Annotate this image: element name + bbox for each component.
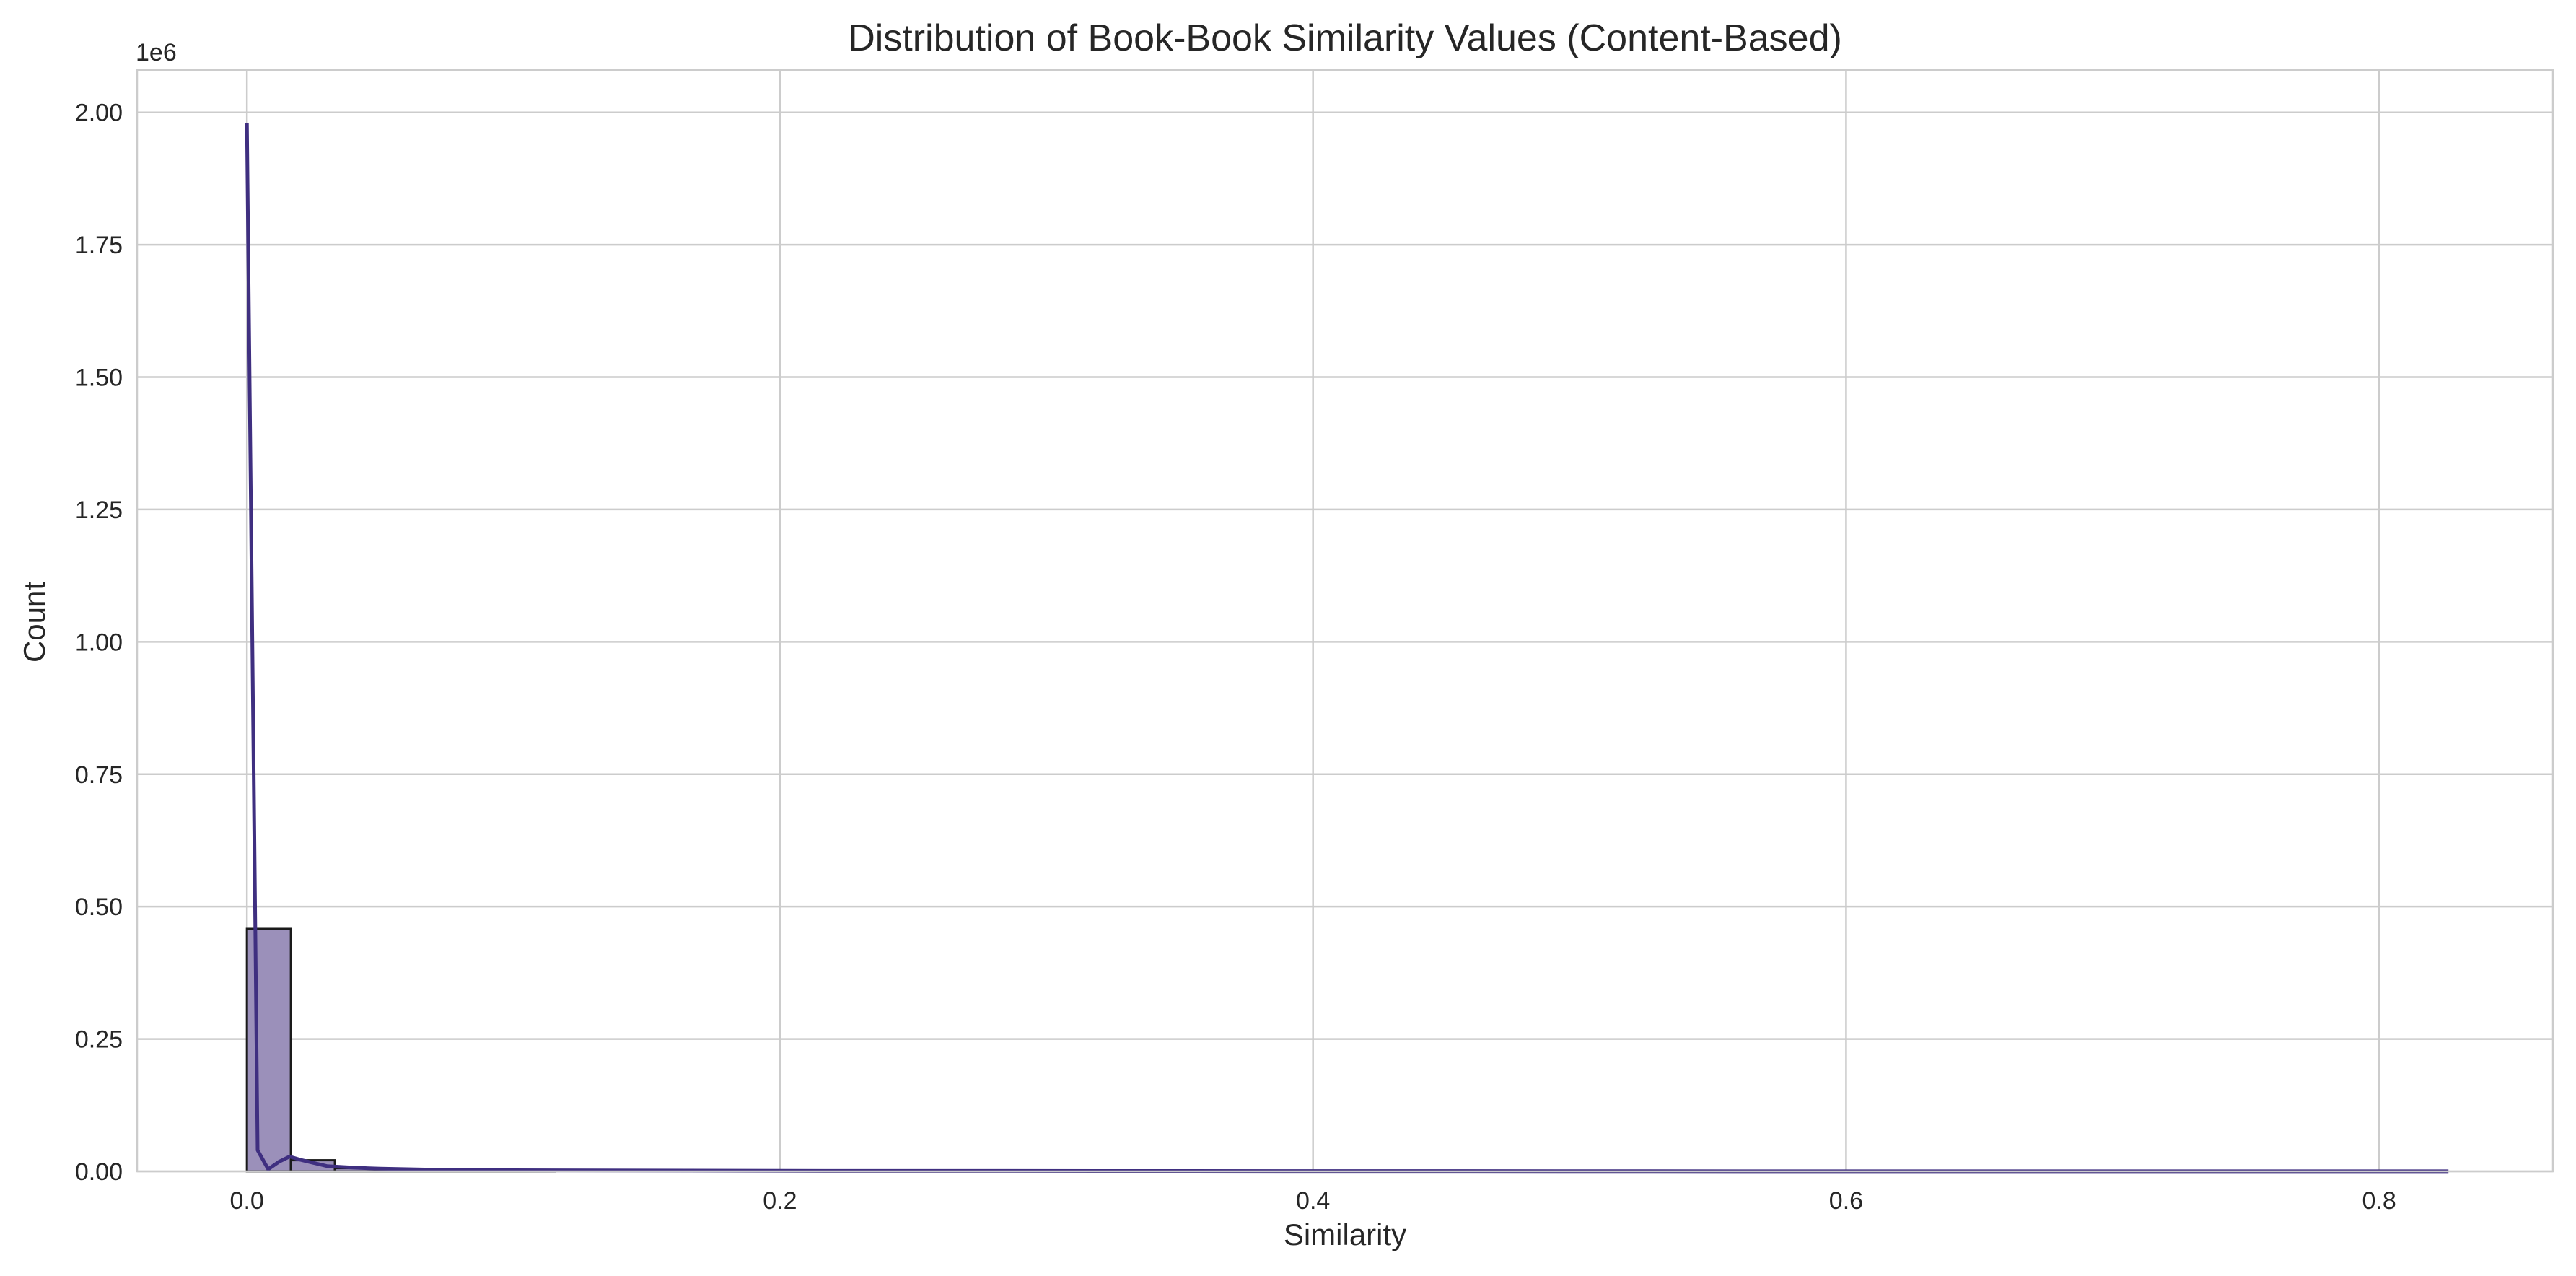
y-tick-label: 0.50	[75, 893, 123, 921]
y-axis-offset-label: 1e6	[136, 39, 177, 66]
histogram-bar	[245, 927, 292, 1173]
x-tick-label: 0.6	[1829, 1187, 1863, 1215]
y-tick-label: 0.00	[75, 1158, 123, 1186]
x-axis-label: Similarity	[1284, 1218, 1406, 1251]
chart-title: Distribution of Book-Book Similarity Val…	[848, 17, 1842, 59]
tick-labels: 0.0 0.2 0.4 0.6 0.8 0.00 0.25 0.50 0.75 1.00 1.25 1…	[75, 100, 2396, 1215]
y-tick-label: 1.50	[75, 364, 123, 392]
y-tick-label: 1.25	[75, 497, 123, 524]
y-tick-label: 0.75	[75, 761, 123, 789]
x-tick-label: 0.8	[2362, 1187, 2396, 1215]
y-tick-label: 0.25	[75, 1026, 123, 1054]
x-tick-label: 0.4	[1296, 1187, 1330, 1215]
y-tick-label: 1.00	[75, 629, 123, 656]
x-tick-label: 0.2	[763, 1187, 797, 1215]
y-axis-label: Count	[17, 582, 51, 663]
x-tick-label: 0.0	[230, 1187, 264, 1215]
plot-area-frame	[136, 69, 2554, 1173]
y-tick-label: 1.75	[75, 232, 123, 259]
y-tick-label: 2.00	[75, 100, 123, 127]
